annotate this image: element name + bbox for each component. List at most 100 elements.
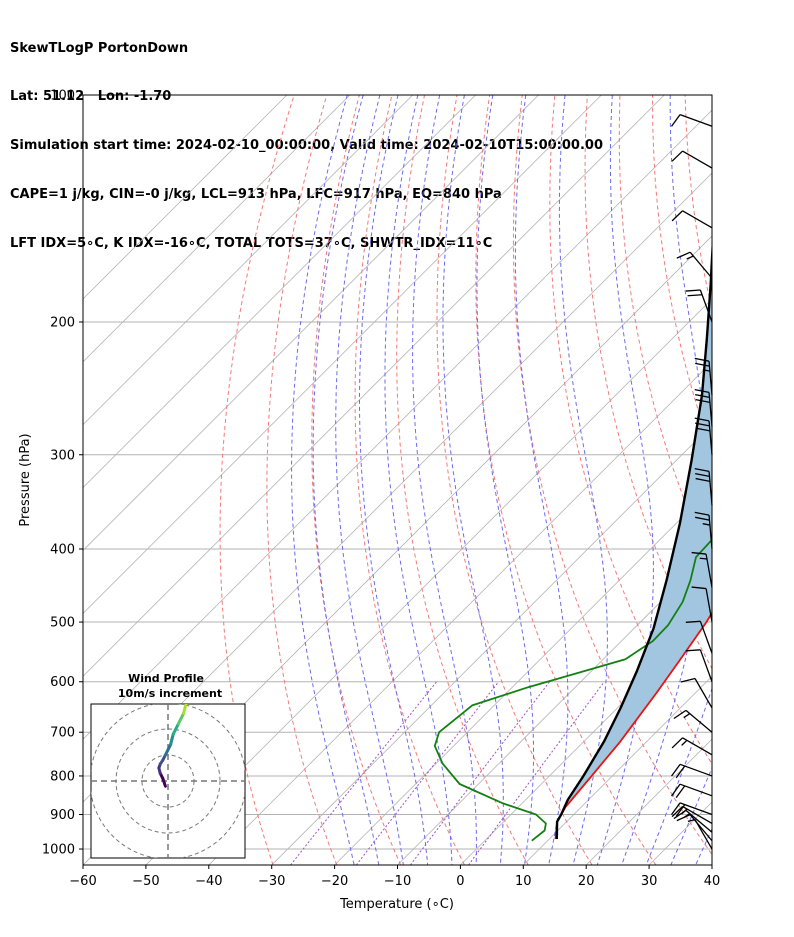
cape-line: CAPE=1 j/kg, CIN=-0 j/kg, LCL=913 hPa, L… bbox=[10, 187, 502, 203]
barb-staff bbox=[708, 515, 713, 550]
barb-flag bbox=[685, 289, 701, 292]
hodograph-segment bbox=[185, 704, 188, 705]
barb-staff bbox=[685, 709, 713, 733]
barb-staff bbox=[705, 553, 713, 588]
moist-adiabat bbox=[442, 95, 504, 865]
moist-adiabat bbox=[384, 95, 453, 865]
isotherm-line bbox=[83, 95, 539, 552]
barb-flag bbox=[671, 210, 684, 222]
isotherm-line bbox=[648, 801, 712, 865]
dry-adiabat bbox=[475, 95, 657, 865]
y-axis-label: Pressure (hPa) bbox=[18, 433, 33, 526]
barb-half-flag bbox=[699, 557, 708, 560]
isotherm-line bbox=[145, 298, 712, 865]
dry-adiabat bbox=[652, 95, 712, 453]
isotherm-line bbox=[711, 864, 712, 865]
barb-staff bbox=[708, 361, 713, 396]
barb-flag bbox=[675, 804, 686, 817]
wind-barb bbox=[691, 551, 713, 588]
wind-barb bbox=[670, 802, 713, 817]
barb-half-flag bbox=[681, 808, 688, 815]
moist-adiabat bbox=[720, 95, 794, 865]
barb-flag bbox=[694, 511, 710, 516]
wind-barb bbox=[694, 467, 713, 506]
barb-staff bbox=[699, 289, 713, 323]
wind-barb bbox=[670, 763, 713, 779]
isotherm-line bbox=[83, 95, 288, 300]
barb-half-flag bbox=[681, 739, 688, 746]
isotherm-line bbox=[83, 95, 413, 426]
parcel-line bbox=[555, 235, 712, 840]
y-tick-label: 400 bbox=[50, 542, 75, 557]
y-tick-label: 300 bbox=[50, 448, 75, 463]
moist-adiabat bbox=[558, 95, 608, 865]
barb-flag bbox=[670, 783, 681, 797]
barb-staff bbox=[689, 251, 713, 279]
y-axis-ticks: 1000 900 800 700 600 500 400 300 200 100 bbox=[42, 89, 83, 858]
barb-flag bbox=[675, 765, 686, 779]
wind-barb bbox=[673, 709, 713, 733]
barb-flag bbox=[695, 362, 710, 367]
wind-barb bbox=[691, 586, 713, 623]
temperature-line bbox=[554, 611, 712, 840]
dry-adiabat bbox=[549, 95, 712, 765]
barb-flag bbox=[691, 586, 707, 590]
isotherm-line bbox=[208, 361, 712, 865]
barb-staff bbox=[682, 210, 713, 229]
wind-barb bbox=[676, 814, 713, 842]
wind-barb bbox=[680, 677, 713, 709]
barb-flag bbox=[687, 294, 703, 297]
isotherm-line bbox=[83, 109, 712, 740]
barb-flag bbox=[694, 357, 710, 362]
x-tick-label: 10 bbox=[515, 874, 532, 889]
barb-flag bbox=[670, 763, 681, 777]
y-tick-label: 700 bbox=[50, 726, 75, 741]
hodograph-title: Wind Profile bbox=[128, 672, 204, 685]
barb-staff bbox=[689, 814, 713, 842]
chart-title: SkewTLogP PortonDown bbox=[10, 40, 189, 56]
dry-adiabat bbox=[311, 95, 402, 865]
wind-barbs bbox=[670, 113, 713, 850]
barb-flag bbox=[676, 814, 691, 822]
barb-staff bbox=[705, 588, 713, 623]
location-line: Lat: 51.12 Lon: -1.70 bbox=[10, 89, 172, 105]
barb-flag bbox=[695, 472, 710, 477]
dry-adiabat bbox=[266, 95, 338, 865]
hodograph-segment bbox=[183, 704, 188, 710]
wind-barb bbox=[685, 620, 713, 654]
barb-staff bbox=[679, 783, 713, 797]
barb-staff bbox=[679, 802, 713, 816]
moist-adiabat bbox=[514, 95, 569, 865]
profile-lines bbox=[433, 235, 712, 842]
barb-flag bbox=[673, 709, 687, 720]
moist-adiabat bbox=[291, 95, 355, 865]
isotherm-line bbox=[460, 612, 712, 865]
wind-barb bbox=[685, 649, 713, 682]
barb-staff bbox=[708, 420, 713, 455]
barb-flag bbox=[694, 467, 710, 473]
isotherm-line bbox=[523, 675, 712, 865]
moist-adiabat bbox=[476, 95, 534, 865]
x-tick-label: −50 bbox=[132, 874, 159, 889]
dry-adiabat bbox=[512, 95, 712, 856]
x-axis-ticks: −60 −50 −40 −30 −20 −10 0 10 20 30 40 bbox=[69, 865, 720, 889]
wind-barb bbox=[676, 251, 713, 279]
isotherm-line bbox=[83, 95, 476, 489]
barb-half-flag bbox=[702, 523, 711, 526]
background-grid bbox=[83, 95, 794, 865]
barb-flag bbox=[680, 677, 696, 683]
y-tick-label: 600 bbox=[50, 675, 75, 690]
y-tick-label: 1000 bbox=[42, 843, 75, 858]
wind-barb bbox=[671, 150, 713, 169]
x-tick-label: −40 bbox=[195, 874, 222, 889]
barb-flag bbox=[671, 150, 684, 162]
barb-staff bbox=[679, 763, 713, 777]
barb-flag bbox=[670, 802, 681, 816]
dry-adiabat bbox=[783, 95, 794, 865]
wind-barb bbox=[671, 737, 713, 756]
barb-staff bbox=[708, 471, 713, 506]
hodograph-plot bbox=[91, 704, 245, 858]
barb-flag bbox=[691, 551, 707, 555]
barb-half-flag bbox=[683, 813, 691, 819]
barb-flag bbox=[676, 251, 691, 259]
